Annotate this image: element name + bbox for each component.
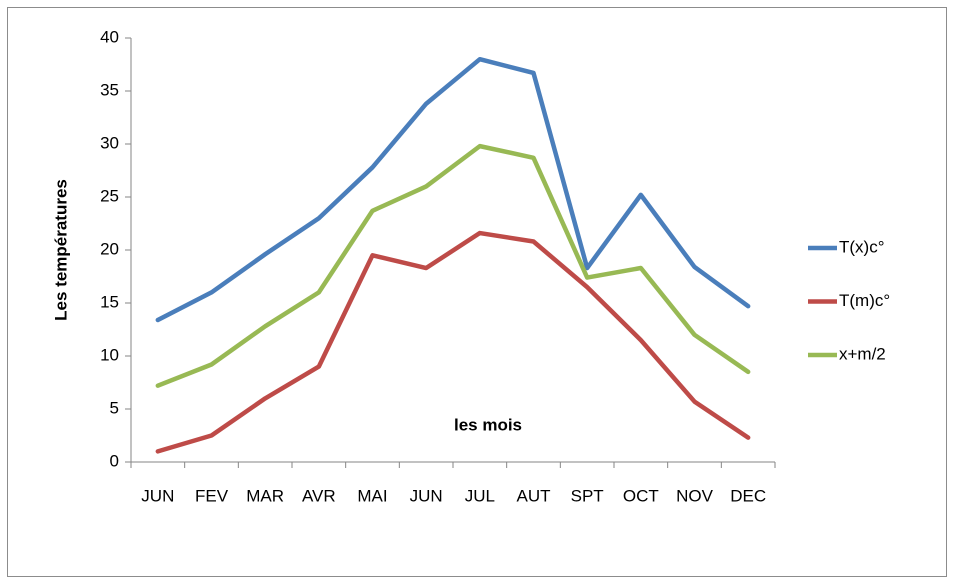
- y-tick-label: 25: [100, 186, 119, 205]
- legend-label: T(x)c°: [839, 237, 885, 256]
- x-tick-label: DEC: [730, 486, 766, 505]
- y-tick-label: 0: [110, 451, 119, 470]
- x-tick-label: JUN: [410, 486, 443, 505]
- chart-border: [7, 7, 947, 577]
- y-tick-label: 20: [100, 239, 119, 258]
- y-tick-label: 35: [100, 80, 119, 99]
- legend-label: x+m/2: [839, 344, 886, 363]
- y-tick-label: 5: [110, 398, 119, 417]
- series-line: [155, 230, 751, 454]
- legend-label: T(m)c°: [839, 291, 890, 310]
- y-tick-label: 10: [100, 345, 119, 364]
- series-line: [155, 56, 751, 323]
- x-tick-label: AVR: [302, 486, 336, 505]
- x-axis-label: les mois: [454, 415, 522, 434]
- x-tick-label: OCT: [623, 486, 659, 505]
- x-tick-label: JUL: [465, 486, 495, 505]
- x-tick-label: NOV: [676, 486, 714, 505]
- series-line: [155, 143, 751, 388]
- y-tick-label: 15: [100, 292, 119, 311]
- x-tick-label: MAI: [357, 486, 387, 505]
- x-tick-label: SPT: [571, 486, 604, 505]
- x-tick-label: AUT: [517, 486, 551, 505]
- y-axis-label: Les températures: [51, 179, 70, 321]
- x-tick-label: MAR: [246, 486, 284, 505]
- y-tick-label: 40: [100, 27, 119, 46]
- x-tick-label: JUN: [141, 486, 174, 505]
- y-tick-label: 30: [100, 133, 119, 152]
- x-tick-label: FEV: [195, 486, 229, 505]
